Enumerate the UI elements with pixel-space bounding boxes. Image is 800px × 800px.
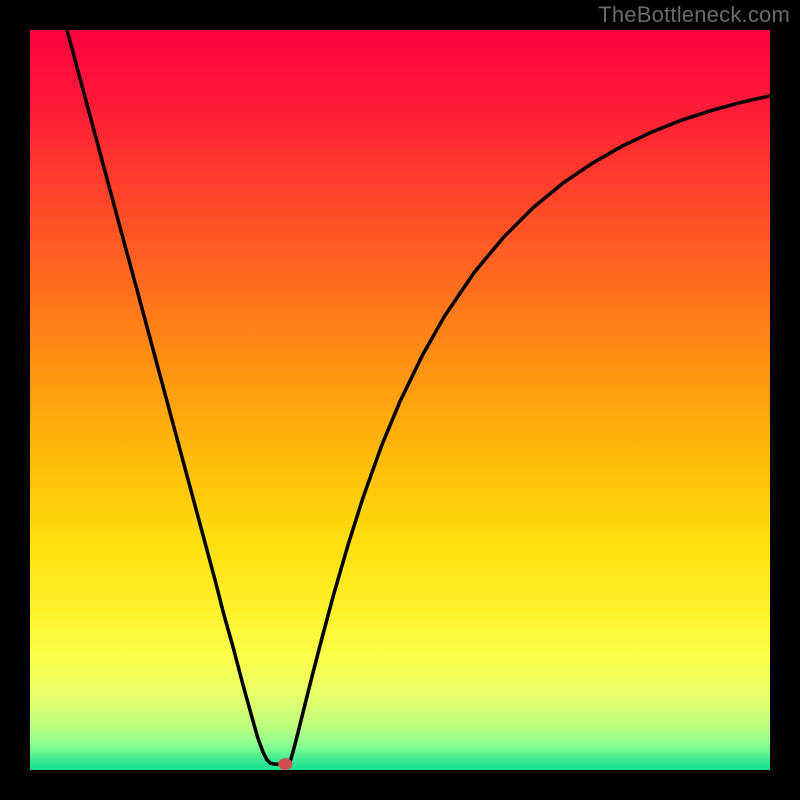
plot-area bbox=[30, 30, 770, 770]
chart-container: TheBottleneck.com bbox=[0, 0, 800, 800]
watermark-text: TheBottleneck.com bbox=[598, 2, 790, 28]
plot-svg bbox=[30, 30, 770, 770]
optimum-marker bbox=[278, 758, 292, 770]
